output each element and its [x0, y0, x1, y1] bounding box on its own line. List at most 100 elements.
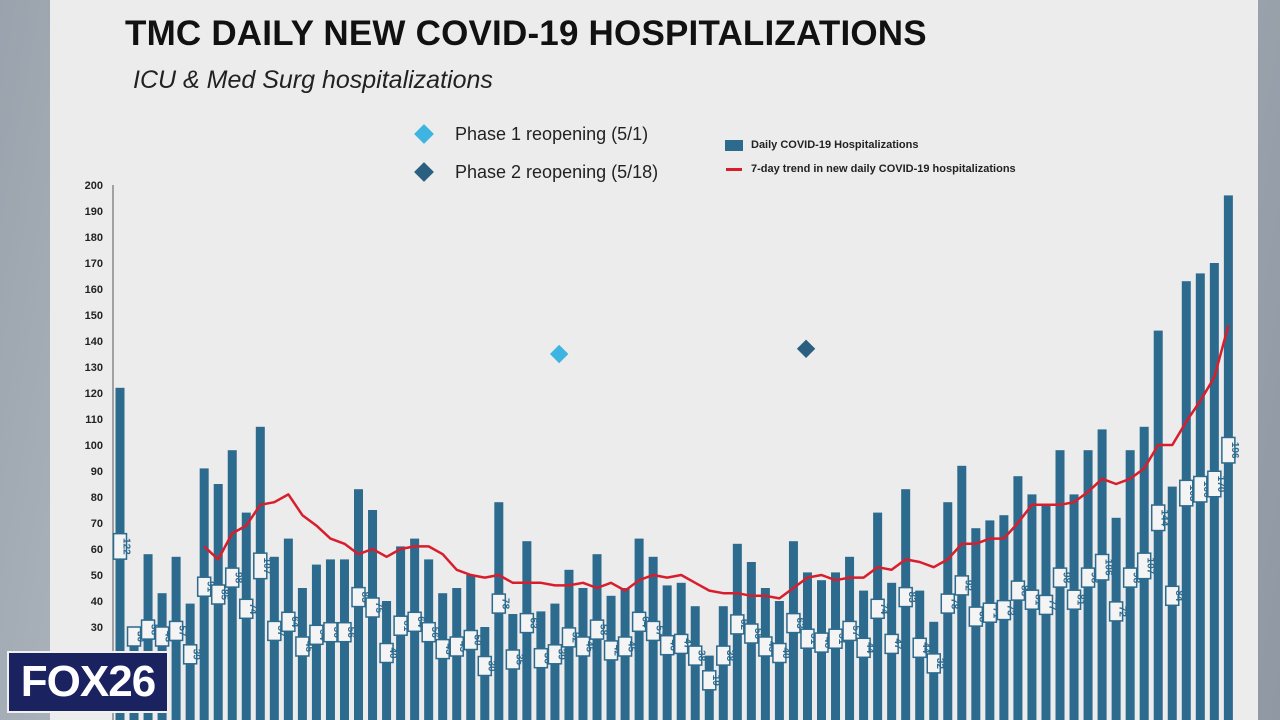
data-label-box	[645, 620, 661, 642]
data-label-box	[772, 642, 787, 664]
data-label: 83	[359, 592, 370, 604]
data-label-box	[393, 615, 408, 636]
data-label-box	[323, 621, 338, 643]
data-label-box	[898, 586, 913, 608]
y-tick-label: 120	[85, 388, 103, 400]
data-label-box	[239, 598, 254, 620]
data-label-box	[631, 611, 647, 633]
data-label-box	[435, 638, 450, 660]
data-label: 163	[1187, 485, 1198, 502]
data-label-box	[210, 584, 226, 605]
data-label-box	[730, 614, 745, 635]
data-label-box	[996, 599, 1012, 621]
data-label-box	[351, 586, 366, 608]
data-label-box	[309, 624, 324, 646]
data-label-box	[603, 640, 619, 661]
data-label-box	[519, 612, 535, 634]
data-label: 83	[906, 592, 917, 604]
data-label: 64	[289, 616, 300, 628]
data-label: 54	[317, 629, 328, 641]
y-tick-label: 50	[91, 570, 103, 582]
data-label-box	[1179, 479, 1194, 507]
y-tick-label: 200	[85, 180, 103, 192]
data-label-box	[1066, 589, 1082, 610]
data-label: 36	[541, 653, 552, 665]
data-label: 44	[864, 642, 875, 654]
data-label: 30	[485, 660, 496, 672]
data-label: 74	[878, 603, 889, 615]
data-label: 62	[738, 619, 749, 631]
data-label: 81	[1032, 594, 1043, 606]
data-label: 35	[513, 654, 524, 666]
data-label: 45	[626, 641, 637, 653]
data-label-box	[702, 670, 717, 691]
data-label: 40	[780, 647, 791, 659]
data-label: 52	[569, 632, 580, 644]
data-label: 81	[1075, 594, 1086, 606]
data-label: 61	[401, 620, 412, 632]
data-label: 122	[121, 538, 132, 555]
data-label: 45	[457, 641, 468, 653]
y-tick-label: 150	[85, 310, 103, 322]
data-label: 196	[1229, 442, 1240, 459]
data-label: 91	[205, 581, 216, 593]
legend-phase-2: Phase 2 reopening (5/18)	[407, 161, 658, 183]
data-label: 98	[233, 572, 244, 584]
data-label-box	[842, 620, 857, 642]
data-label: 71	[990, 607, 1001, 619]
data-label: 166	[1201, 481, 1212, 498]
data-label: 51	[808, 633, 819, 645]
data-label-box	[477, 655, 493, 677]
data-label: 57	[850, 625, 861, 637]
data-label: 63	[527, 618, 538, 630]
y-tick-label: 100	[85, 440, 103, 452]
data-label: 56	[429, 627, 440, 639]
data-label: 92	[962, 580, 973, 592]
data-label-box	[870, 598, 885, 620]
data-label-box	[1052, 567, 1068, 588]
phase-2-marker	[796, 339, 816, 358]
data-label-box	[547, 644, 563, 665]
data-label-box	[687, 645, 703, 666]
y-tick-label: 80	[91, 492, 103, 504]
data-label: 58	[598, 624, 609, 636]
data-label: 98	[1089, 572, 1100, 584]
data-label-box	[281, 611, 296, 633]
line-swatch-icon	[726, 167, 742, 171]
data-label: 45	[766, 641, 777, 653]
data-label: 45	[583, 641, 594, 653]
data-label-box	[954, 575, 970, 596]
data-label-box	[365, 597, 380, 618]
data-label-box	[1108, 601, 1124, 622]
data-label: 75	[373, 602, 384, 614]
y-tick-label: 90	[91, 466, 103, 478]
data-label-box	[505, 649, 521, 670]
data-label-box	[337, 621, 352, 643]
data-label: 85	[219, 589, 230, 601]
y-tick-label: 110	[85, 414, 103, 426]
data-label: 78	[948, 598, 959, 610]
chart-subtitle: ICU & Med Surg hospitalizations	[133, 66, 493, 94]
data-label: 39	[191, 649, 202, 661]
phase-2-label: Phase 2 reopening (5/18)	[455, 161, 659, 182]
legend-bars: Daily COVID-19 Hospitalizations	[725, 139, 918, 151]
legend-trend: 7-day trend in new daily COVID-19 hospit…	[725, 163, 1016, 175]
data-label-box	[196, 576, 212, 597]
y-tick-label: 130	[85, 362, 103, 374]
data-label: 68	[976, 611, 987, 623]
y-tick-label: 190	[85, 206, 103, 218]
y-tick-label: 160	[85, 284, 103, 296]
data-label-box	[407, 611, 422, 633]
y-tick-label: 170	[85, 258, 103, 270]
data-label-box	[968, 606, 984, 627]
data-label: 56	[331, 627, 342, 639]
data-label-box	[814, 632, 829, 653]
data-label-box	[295, 636, 310, 657]
data-label: 74	[247, 603, 258, 615]
data-label-box	[617, 636, 633, 657]
data-label-box	[1024, 589, 1040, 610]
y-tick-label: 70	[91, 518, 103, 530]
data-label: 44	[920, 642, 931, 654]
y-tick-label: 40	[91, 596, 103, 608]
